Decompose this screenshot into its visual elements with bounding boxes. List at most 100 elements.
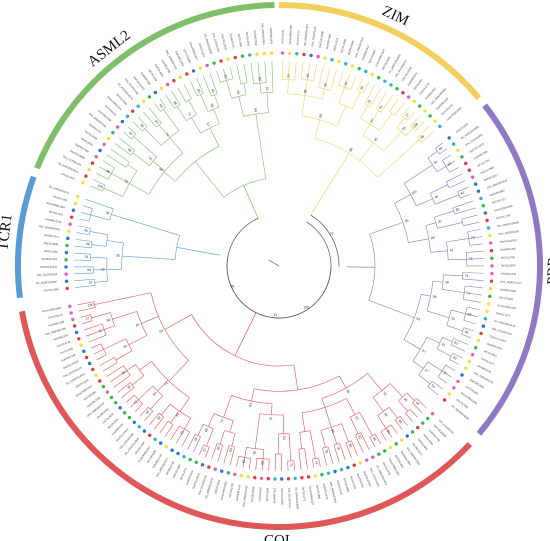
backbone-arc xyxy=(255,266,332,319)
leaf-marker xyxy=(470,175,475,179)
leaf-marker xyxy=(486,302,491,306)
leaf-label: GarCOL23890 xyxy=(69,149,86,161)
bootstrap-value: 71 xyxy=(187,111,192,116)
asml2-node-arc xyxy=(102,184,106,192)
col-branch xyxy=(223,445,230,464)
leaf-marker xyxy=(350,64,355,68)
bootstrap-value: 54 xyxy=(87,268,91,272)
leaf-marker xyxy=(488,294,492,299)
leaf-marker xyxy=(447,136,451,140)
leaf-marker xyxy=(64,250,69,255)
col-node-arc xyxy=(256,457,270,460)
leaf-label: GaASML2228 xyxy=(45,217,62,224)
leaf-label: AtCOL2589 xyxy=(44,249,58,254)
zim-node-arc xyxy=(301,115,338,127)
bootstrap-value: 45 xyxy=(145,409,151,415)
prr-branch xyxy=(434,210,454,218)
leaf-marker xyxy=(489,287,493,291)
leaf-marker xyxy=(185,72,189,76)
leaf-marker xyxy=(339,467,344,472)
prr-branch xyxy=(463,327,474,332)
col-branch xyxy=(205,447,210,458)
col-branch xyxy=(128,335,148,346)
leaf-marker xyxy=(447,392,451,396)
col-branch xyxy=(126,364,136,371)
col-node-arc xyxy=(136,311,148,336)
asml2-node-arc xyxy=(130,150,135,156)
backbone-arc xyxy=(226,256,257,313)
leaf-marker xyxy=(421,421,425,425)
leaf-marker xyxy=(219,59,223,63)
leaf-marker xyxy=(87,167,91,172)
leaf-label: Ghir_D12G01116 xyxy=(287,488,292,509)
asml2-branch xyxy=(255,114,267,180)
asml2-branch xyxy=(102,160,115,169)
leaf-marker xyxy=(467,359,472,364)
leaf-marker xyxy=(98,148,102,153)
leaf-marker xyxy=(346,465,350,470)
prr-branch xyxy=(425,222,437,226)
clade-arcs xyxy=(15,2,543,530)
col-branch xyxy=(199,444,204,456)
asml2-node-arc xyxy=(122,170,138,197)
zim-branch xyxy=(350,75,357,90)
leaf-marker xyxy=(148,433,152,437)
asml2-node-arc xyxy=(223,178,266,198)
col-branch xyxy=(113,375,131,388)
col-branch xyxy=(96,354,107,361)
col-branch xyxy=(293,460,295,471)
leaf-marker xyxy=(73,201,78,206)
zim-branch xyxy=(415,121,425,131)
prr-node-arc xyxy=(435,148,440,155)
bootstrap-value: 82 xyxy=(123,344,128,349)
col-branch xyxy=(324,407,332,428)
col-branch xyxy=(255,458,258,470)
bootstrap-value: 51 xyxy=(85,255,89,259)
leaf-marker xyxy=(323,56,327,60)
leaf-label: Gh_A05G2014267 xyxy=(303,23,310,46)
leaf-marker xyxy=(456,379,460,384)
leaf-label: GhTCR1291 xyxy=(48,210,64,217)
asml2-node-arc xyxy=(125,161,130,168)
leaf-marker xyxy=(200,463,205,467)
asml2-branch xyxy=(266,92,269,113)
leaf-label: Gh_A05G2014688 xyxy=(294,487,300,509)
bootstrap-value: 90 xyxy=(373,137,379,143)
prr-branch xyxy=(468,236,482,239)
col-branch xyxy=(154,416,165,430)
leaf-marker xyxy=(300,476,304,480)
prr-branch xyxy=(427,150,438,159)
leaf-marker xyxy=(286,477,291,481)
prr-branch xyxy=(461,333,472,339)
leaf-marker xyxy=(220,469,224,473)
leaf-marker xyxy=(364,69,368,74)
leaf-marker xyxy=(153,90,158,95)
asml2-node-arc xyxy=(261,91,273,94)
prr-branch xyxy=(463,221,480,226)
zim-clade-arc xyxy=(278,2,482,101)
asml2-branch xyxy=(222,68,227,81)
col-node-arc xyxy=(299,430,311,433)
col-branch xyxy=(223,395,232,418)
asml2-branch xyxy=(250,62,255,84)
col-clade-label: COL xyxy=(264,532,294,541)
col-branch xyxy=(88,334,107,343)
leaf-label: OsCOL4208 xyxy=(339,38,347,53)
tcr1-branch xyxy=(82,205,93,209)
asml2-branch xyxy=(214,94,220,108)
bootstrap-value: 63 xyxy=(453,341,458,346)
bootstrap-value: 78 xyxy=(382,391,388,397)
leaf-marker xyxy=(118,406,122,410)
leaf-marker xyxy=(82,349,86,353)
leaf-marker xyxy=(410,430,415,434)
asml2-branch xyxy=(90,185,103,192)
zim-node-arc xyxy=(282,79,295,81)
bootstrap-value: 76 xyxy=(324,449,329,454)
leaf-label: GaASML2933 xyxy=(174,50,185,67)
col-branch xyxy=(77,301,95,306)
bootstrap-value: 88 xyxy=(204,428,209,433)
leaf-marker xyxy=(122,411,127,415)
leaf-marker xyxy=(68,222,72,226)
asml2-branch xyxy=(123,132,132,140)
